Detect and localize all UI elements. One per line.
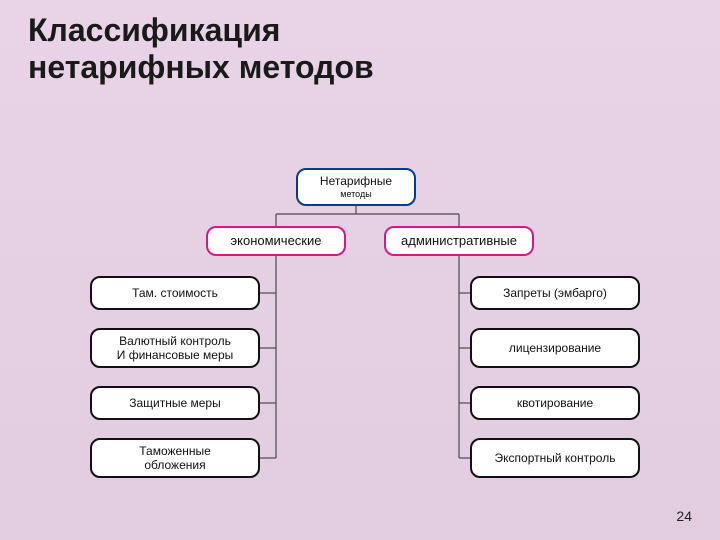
- leaf-right-1-label: лицензирование: [509, 341, 601, 355]
- leaf-left-2-label: Защитные меры: [129, 396, 220, 410]
- branch-econ: экономические: [206, 226, 346, 256]
- leaf-left-1-label: Валютный контрольИ финансовые меры: [117, 334, 234, 363]
- branch-admin: административные: [384, 226, 534, 256]
- leaf-right-0-label: Запреты (эмбарго): [503, 286, 607, 300]
- root-sublabel: методы: [340, 189, 371, 200]
- page-number: 24: [676, 508, 692, 524]
- leaf-left-2: Защитные меры: [90, 386, 260, 420]
- branch-admin-label: административные: [401, 233, 517, 249]
- leaf-left-0: Там. стоимость: [90, 276, 260, 310]
- leaf-right-3: Экспортный контроль: [470, 438, 640, 478]
- root-label: Нетарифные: [320, 174, 392, 188]
- leaf-right-3-label: Экспортный контроль: [495, 451, 616, 465]
- leaf-left-3-label: Таможенныеобложения: [139, 444, 211, 473]
- leaf-right-2: квотирование: [470, 386, 640, 420]
- branch-econ-label: экономические: [231, 233, 322, 249]
- leaf-right-1: лицензирование: [470, 328, 640, 368]
- root-node: Нетарифные методы: [296, 168, 416, 206]
- leaf-left-1: Валютный контрольИ финансовые меры: [90, 328, 260, 368]
- leaf-left-3: Таможенныеобложения: [90, 438, 260, 478]
- leaf-left-0-label: Там. стоимость: [132, 286, 218, 300]
- leaf-right-2-label: квотирование: [517, 396, 593, 410]
- leaf-right-0: Запреты (эмбарго): [470, 276, 640, 310]
